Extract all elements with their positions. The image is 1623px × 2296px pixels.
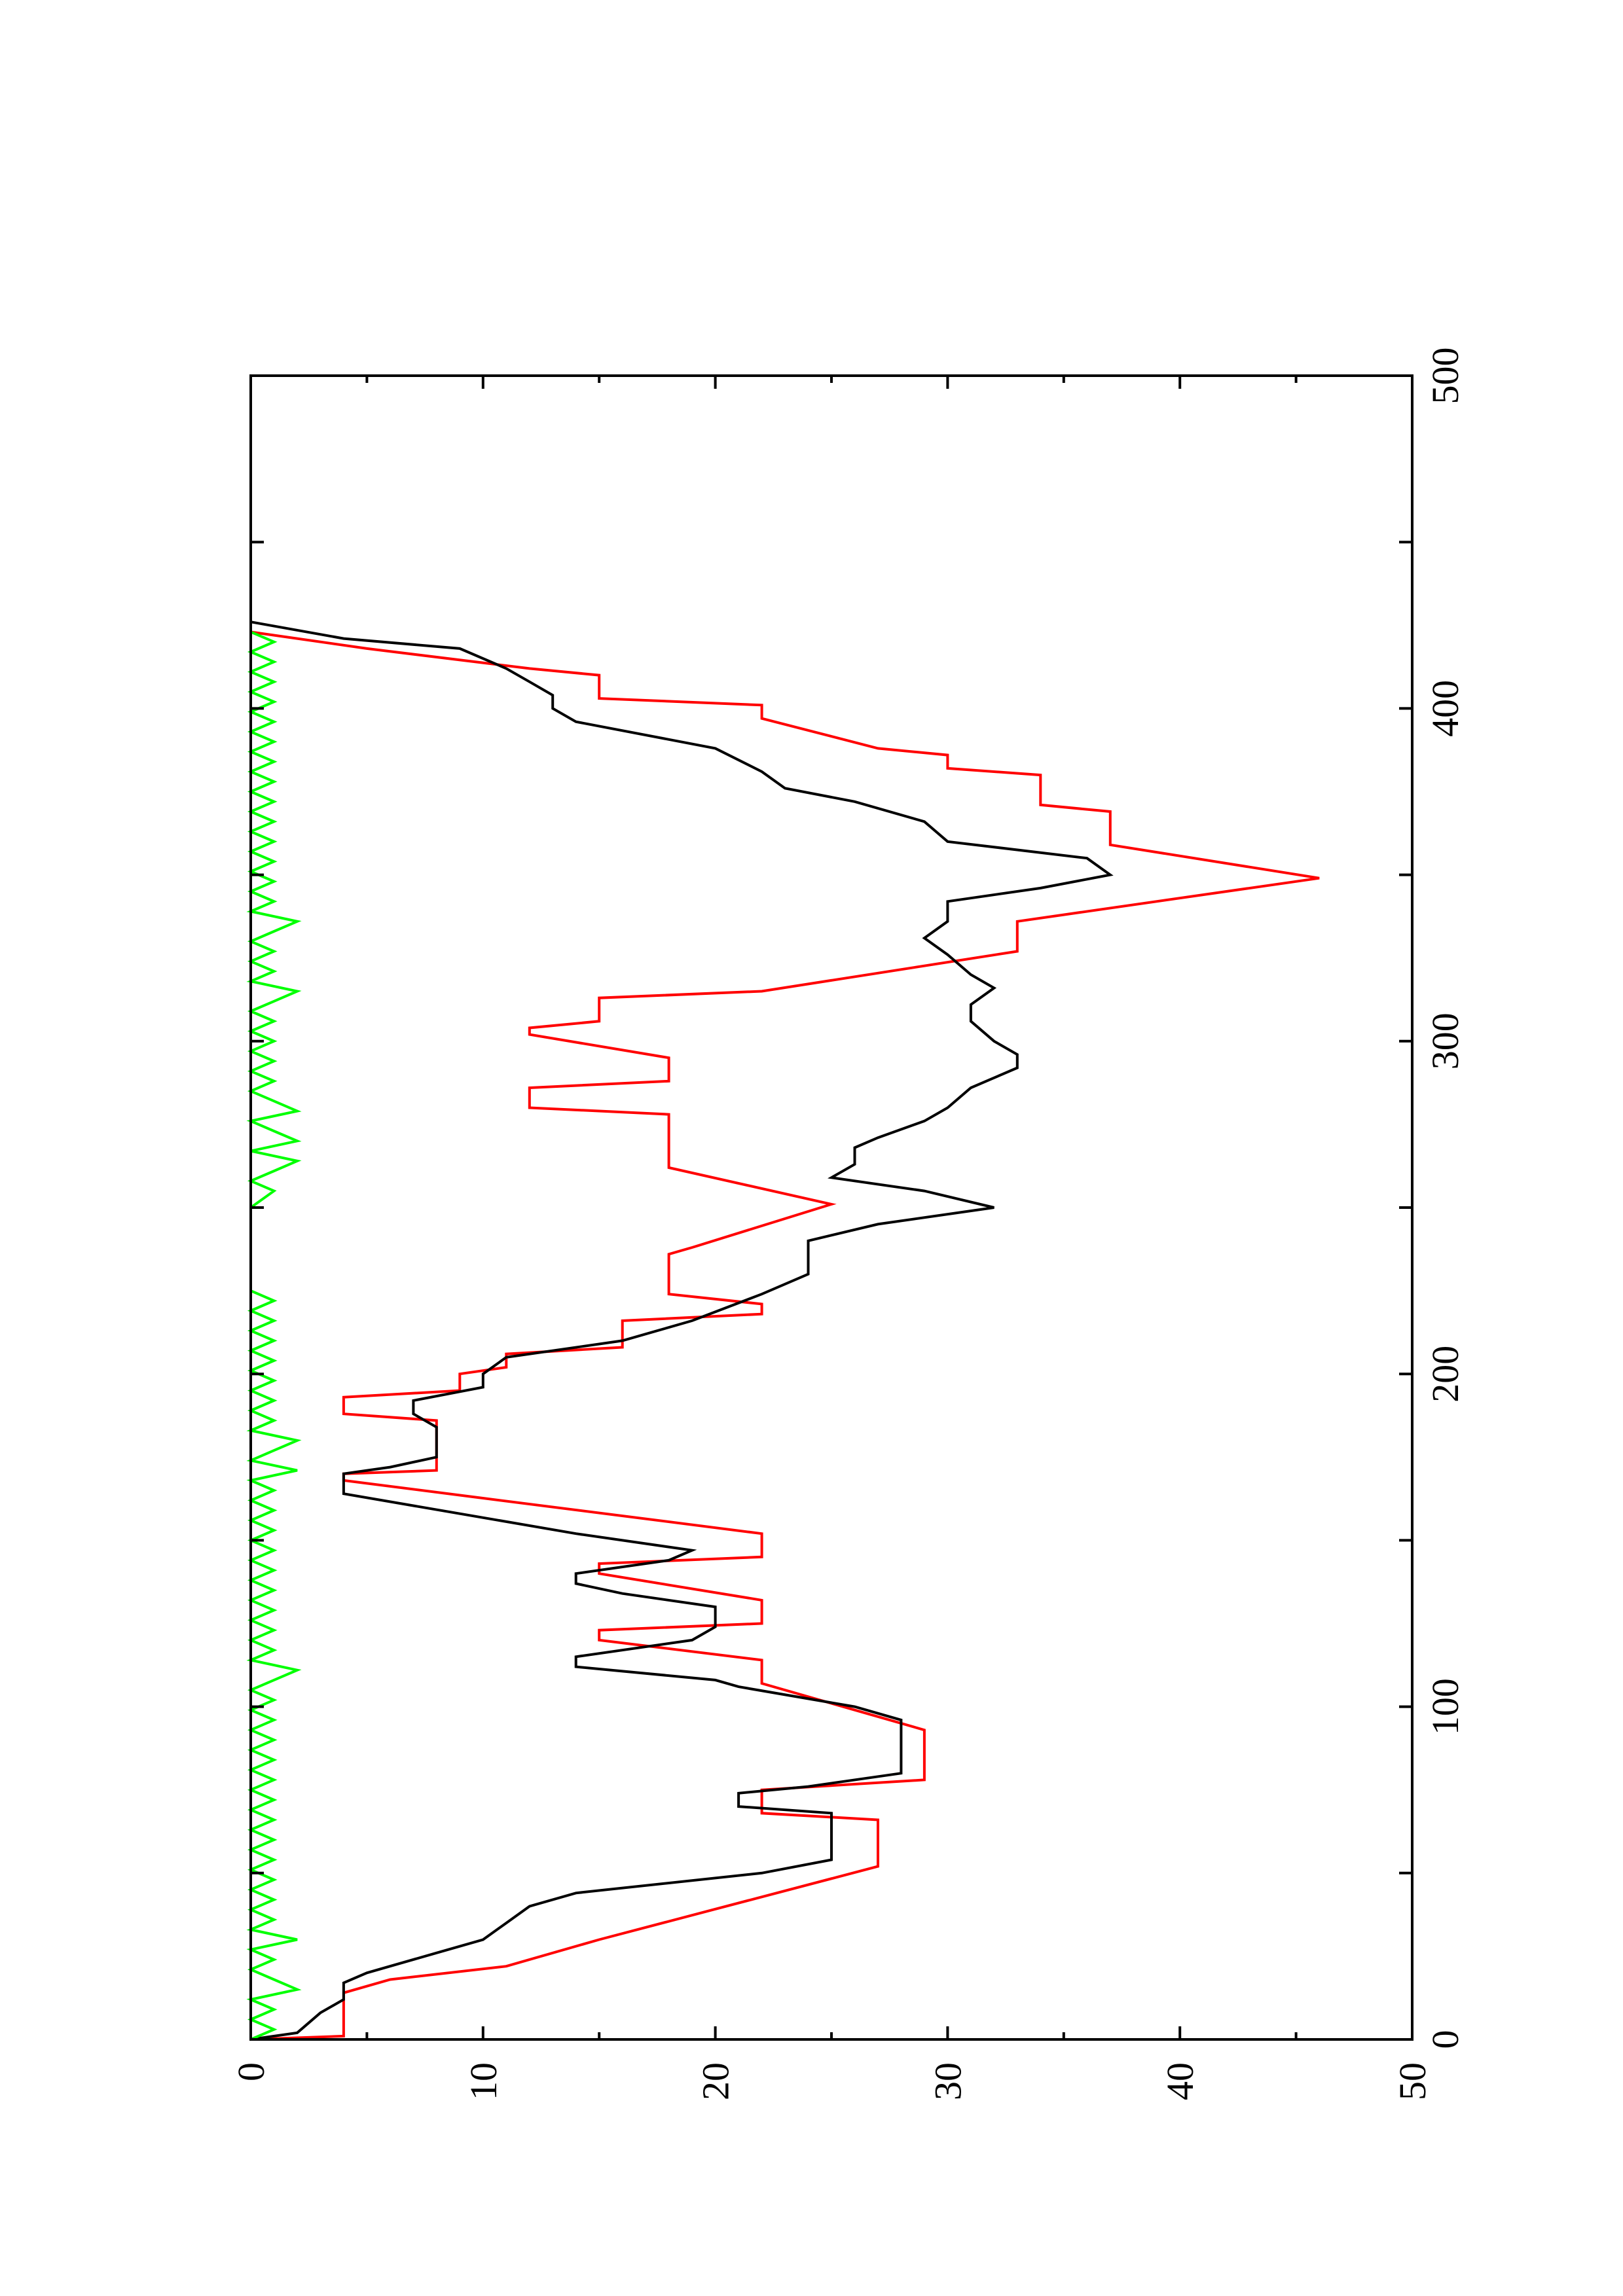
value-axis-tick-label: 50 [1391, 2062, 1434, 2100]
x-axis-tick-label: 500 [1424, 348, 1467, 404]
series-line-2 [250, 620, 1114, 2041]
value-axis-tick-label: 0 [230, 2062, 272, 2081]
value-axis-tick-label: 30 [926, 2062, 969, 2100]
x-axis-tick-label: 100 [1424, 1678, 1467, 1735]
x-axis-tick-label: 400 [1424, 680, 1467, 737]
value-axis-tick-label: 40 [1159, 2062, 1201, 2100]
plot-frame [249, 374, 1413, 2041]
value-axis-tick-label: 10 [462, 2062, 505, 2100]
x-axis-tick-label: 200 [1424, 1346, 1467, 1403]
x-axis-tick-label: 300 [1424, 1013, 1467, 1069]
series-line-3 [246, 622, 302, 2041]
value-axis-tick-label: 20 [695, 2062, 737, 2100]
x-axis-tick-label: 0 [1424, 2030, 1467, 2049]
series-line-1 [250, 630, 1320, 2041]
series-layer [246, 620, 1320, 2041]
